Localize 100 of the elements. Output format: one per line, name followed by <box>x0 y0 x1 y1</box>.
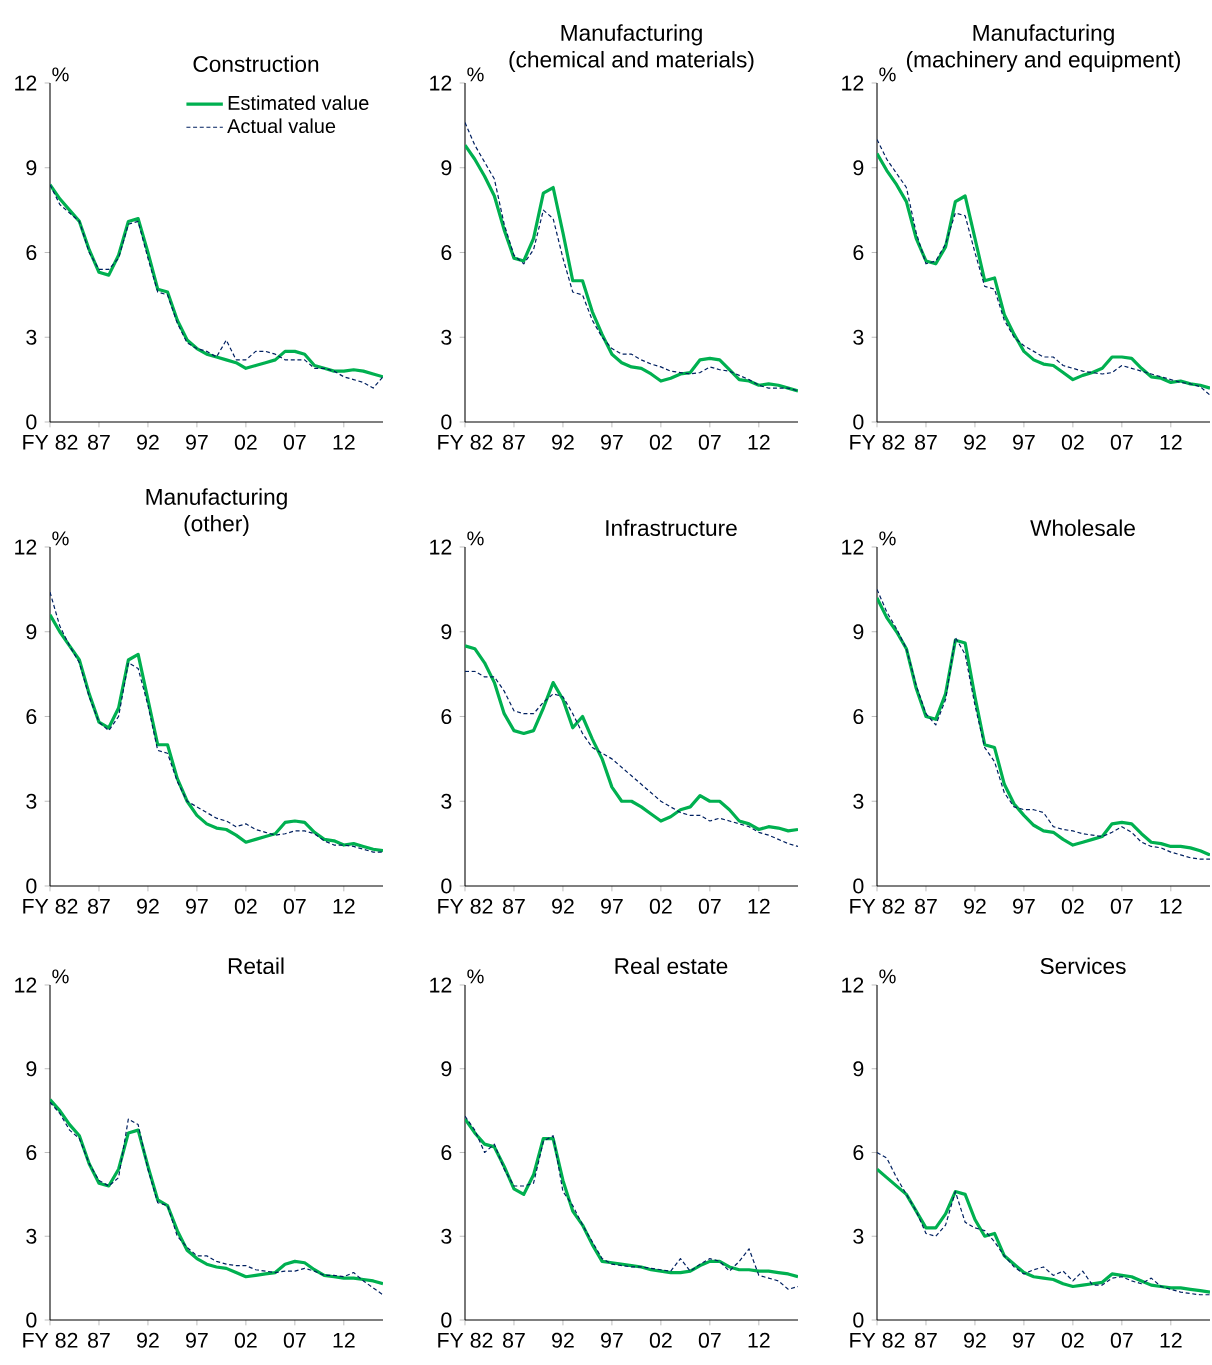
y-tick-label: 0 <box>853 1312 864 1328</box>
x-tick-label: 07 <box>1110 898 1133 914</box>
x-tick-label: 92 <box>964 1332 986 1348</box>
x-tick-label: 92 <box>964 434 986 450</box>
chart-title: Construction <box>193 55 319 73</box>
y-tick-label: 12 <box>15 75 37 91</box>
x-tick-label: 07 <box>283 1332 306 1348</box>
x-tick-label: FY 82 <box>850 1332 905 1348</box>
x-tick-label: FY 82 <box>850 898 905 914</box>
y-axis-title: % <box>879 531 896 546</box>
x-tick-label: 97 <box>186 898 208 914</box>
x-tick-label: 97 <box>601 434 623 450</box>
y-axis-title: % <box>879 67 896 82</box>
x-tick-label: 12 <box>333 1332 355 1348</box>
y-axis-title: % <box>52 531 69 546</box>
y-tick-label: 6 <box>853 244 864 261</box>
x-tick-label: 02 <box>1061 898 1084 914</box>
y-tick-label: 3 <box>441 793 452 809</box>
x-tick-label: FY 82 <box>438 1332 493 1348</box>
x-tick-label: 87 <box>88 434 110 450</box>
x-tick-label: 02 <box>1061 1332 1084 1348</box>
chart-title: Services <box>1040 957 1126 975</box>
x-tick-label: 07 <box>698 434 721 450</box>
y-tick-label: 0 <box>853 878 864 894</box>
y-tick-label: 9 <box>441 624 452 640</box>
x-tick-label: 87 <box>503 434 525 450</box>
y-tick-label: 3 <box>441 1228 452 1244</box>
y-tick-label: 9 <box>441 160 452 176</box>
x-tick-label: 07 <box>283 898 306 914</box>
x-tick-label: 07 <box>1110 434 1133 450</box>
chart-title: Retail <box>228 957 284 975</box>
line-series <box>465 644 798 833</box>
y-tick-label: 6 <box>26 244 37 261</box>
x-tick-label: FY 82 <box>850 434 905 450</box>
y-tick-label: 6 <box>441 1144 452 1161</box>
x-tick-label: 97 <box>1013 1332 1035 1348</box>
x-tick-label: 02 <box>234 434 257 450</box>
legend-label: Estimated value <box>228 95 369 111</box>
x-tick-label: FY 82 <box>23 898 78 914</box>
x-tick-label: 87 <box>503 1332 525 1348</box>
y-tick-label: 6 <box>26 708 37 725</box>
y-tick-label: 9 <box>441 1061 452 1077</box>
x-tick-label: 02 <box>1061 434 1084 450</box>
x-tick-label: 97 <box>186 1332 208 1348</box>
x-tick-label: 07 <box>1110 1332 1133 1348</box>
x-tick-label: 87 <box>915 434 937 450</box>
x-tick-label: 02 <box>649 898 672 914</box>
x-tick-label: 97 <box>601 898 623 914</box>
x-tick-label: FY 82 <box>23 1332 78 1348</box>
y-tick-label: 3 <box>26 329 37 345</box>
x-tick-label: 92 <box>552 898 574 914</box>
y-tick-label: 3 <box>26 793 37 809</box>
y-axis-title: % <box>467 531 484 546</box>
y-tick-label: 12 <box>842 75 864 91</box>
y-tick-label: 9 <box>853 1061 864 1077</box>
x-tick-label: 07 <box>698 1332 721 1348</box>
y-tick-label: 6 <box>441 244 452 261</box>
x-tick-label: 12 <box>748 1332 770 1348</box>
x-tick-label: 92 <box>552 434 574 450</box>
y-tick-label: 12 <box>430 977 452 993</box>
x-tick-label: 87 <box>915 1332 937 1348</box>
y-tick-label: 0 <box>26 414 37 430</box>
x-tick-label: 97 <box>1013 898 1035 914</box>
x-tick-label: 92 <box>137 1332 159 1348</box>
y-tick-label: 0 <box>26 878 37 894</box>
y-tick-label: 9 <box>26 160 37 176</box>
y-tick-label: 6 <box>26 1144 37 1161</box>
x-tick-label: 97 <box>601 1332 623 1348</box>
y-tick-label: 3 <box>441 329 452 345</box>
y-tick-label: 6 <box>441 708 452 725</box>
y-tick-label: 12 <box>430 75 452 91</box>
y-axis-title: % <box>52 67 69 82</box>
x-tick-label: 12 <box>1160 1332 1182 1348</box>
x-tick-label: FY 82 <box>438 434 493 450</box>
y-tick-label: 9 <box>853 160 864 176</box>
x-tick-label: 97 <box>1013 434 1035 450</box>
x-tick-label: 12 <box>1160 434 1182 450</box>
y-tick-label: 6 <box>853 1144 864 1161</box>
x-tick-label: FY 82 <box>23 434 78 450</box>
y-tick-label: 9 <box>853 624 864 640</box>
chart-title: Real estate <box>615 957 728 975</box>
x-tick-label: 12 <box>1160 898 1182 914</box>
y-axis-title: % <box>467 67 484 82</box>
y-tick-label: 0 <box>26 1312 37 1328</box>
x-tick-label: 87 <box>88 1332 110 1348</box>
x-tick-label: 87 <box>88 898 110 914</box>
x-tick-label: 12 <box>333 898 355 914</box>
y-tick-label: 3 <box>26 1228 37 1244</box>
y-tick-label: 3 <box>853 1228 864 1244</box>
chart-title: Infrastructure <box>606 519 737 537</box>
y-tick-label: 12 <box>842 539 864 555</box>
x-tick-label: 87 <box>503 898 525 914</box>
x-tick-label: 12 <box>333 434 355 450</box>
x-tick-label: 12 <box>748 434 770 450</box>
chart-title: Wholesale <box>1030 519 1135 537</box>
y-tick-label: 12 <box>430 539 452 555</box>
x-tick-label: 07 <box>283 434 306 450</box>
y-tick-label: 6 <box>853 708 864 725</box>
y-tick-label: 0 <box>853 414 864 430</box>
x-tick-label: 92 <box>137 434 159 450</box>
